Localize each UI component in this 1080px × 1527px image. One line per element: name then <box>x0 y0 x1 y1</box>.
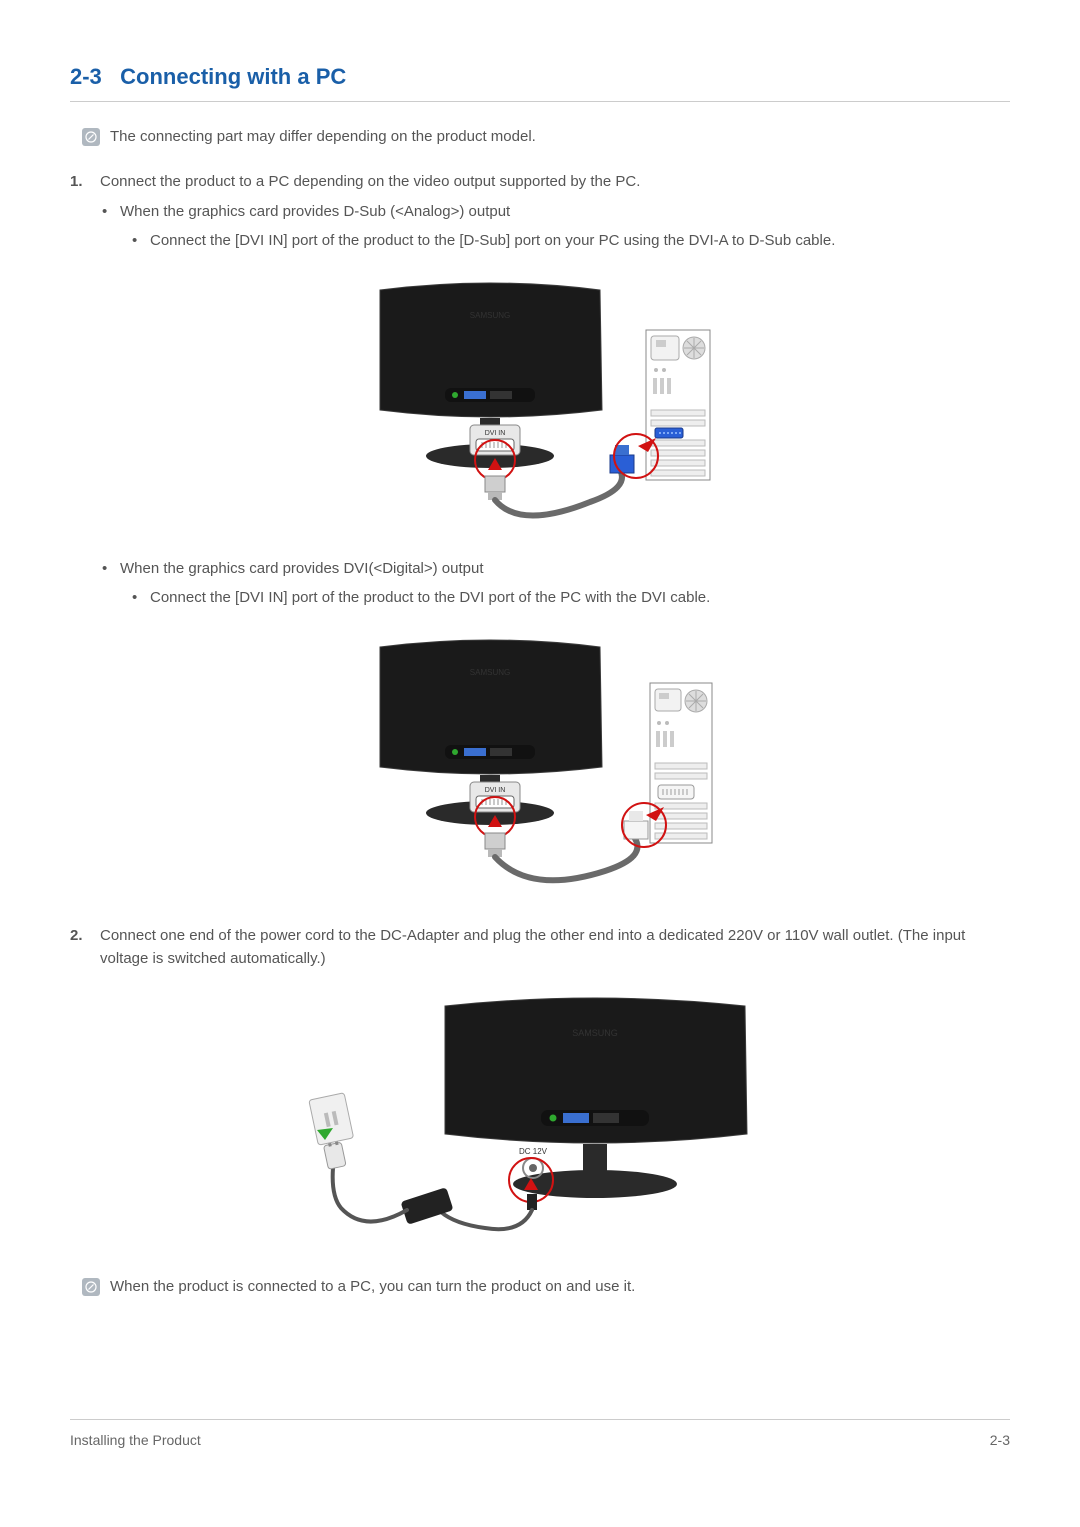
dsub-detail-row: • Connect the [DVI IN] port of the produ… <box>70 230 1010 253</box>
step-2-text: Connect one end of the power cord to the… <box>100 925 1010 970</box>
step-1-text: Connect the product to a PC depending on… <box>100 171 640 194</box>
note-bottom: When the product is connected to a PC, y… <box>70 1276 1010 1299</box>
dsub-heading: When the graphics card provides D-Sub (<… <box>120 201 510 224</box>
dvi-detail-row: • Connect the [DVI IN] port of the produ… <box>70 587 1010 610</box>
section-heading: 2-3 Connecting with a PC <box>70 60 1010 102</box>
footer-right: 2-3 <box>990 1430 1010 1451</box>
diagram-power: SAMSUNG DC 12V <box>70 988 1010 1248</box>
bullet-icon: • <box>102 558 110 581</box>
power-label: DC 12V <box>519 1147 548 1156</box>
dsub-heading-row: • When the graphics card provides D-Sub … <box>70 201 1010 224</box>
dvi-heading-row: • When the graphics card provides DVI(<D… <box>70 558 1010 581</box>
diagram-dvi: SAMSUNG DVI IN <box>70 627 1010 897</box>
dvi-heading: When the graphics card provides DVI(<Dig… <box>120 558 484 581</box>
bullet-icon: • <box>132 587 140 610</box>
brand-label: SAMSUNG <box>470 311 510 320</box>
note-bottom-text: When the product is connected to a PC, y… <box>110 1276 635 1299</box>
bullet-icon: • <box>132 230 140 253</box>
dsub-detail: Connect the [DVI IN] port of the product… <box>150 230 835 253</box>
section-number: 2-3 <box>70 64 102 89</box>
step-2: 2. Connect one end of the power cord to … <box>70 925 1010 970</box>
step-1-number: 1. <box>70 171 92 194</box>
note-icon <box>82 128 100 146</box>
footer-left: Installing the Product <box>70 1430 201 1451</box>
bullet-icon: • <box>102 201 110 224</box>
section-title-text: Connecting with a PC <box>120 64 346 89</box>
port-label: DVI IN <box>485 787 506 794</box>
note-top-text: The connecting part may differ depending… <box>110 126 536 149</box>
note-icon <box>82 1278 100 1296</box>
step-2-number: 2. <box>70 925 92 970</box>
brand-label: SAMSUNG <box>470 668 510 677</box>
note-top: The connecting part may differ depending… <box>70 126 1010 149</box>
port-label: DVI IN <box>485 430 506 437</box>
step-1: 1. Connect the product to a PC depending… <box>70 171 1010 194</box>
dvi-detail: Connect the [DVI IN] port of the product… <box>150 587 710 610</box>
diagram-dsub: SAMSUNG DVI IN <box>70 270 1010 530</box>
page-footer: Installing the Product 2-3 <box>70 1419 1010 1451</box>
brand-label: SAMSUNG <box>572 1028 618 1038</box>
